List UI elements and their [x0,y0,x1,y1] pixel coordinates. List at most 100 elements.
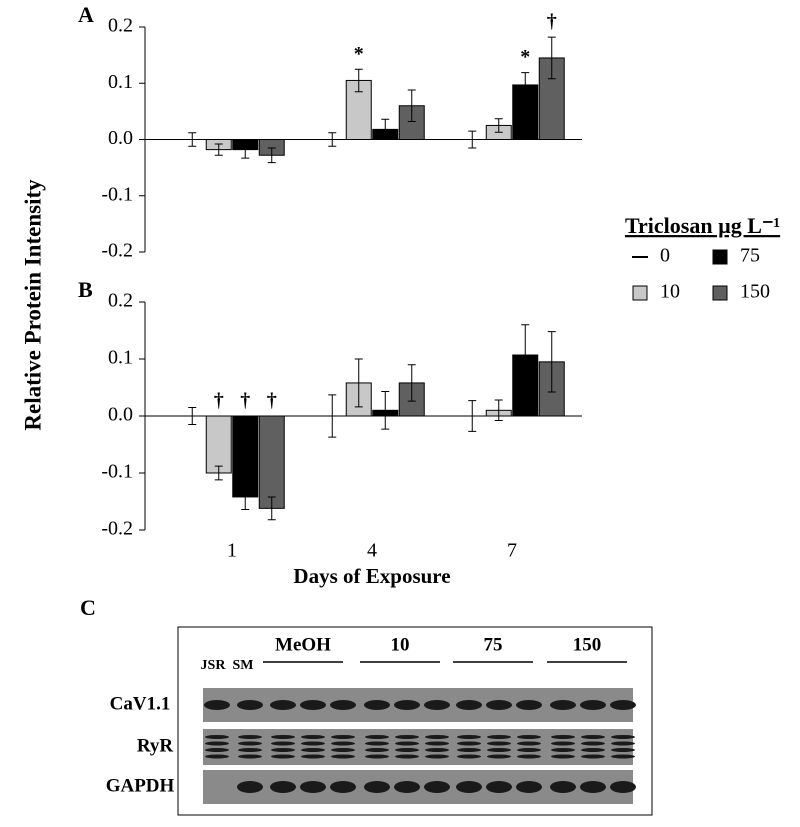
blot-band [331,754,355,759]
y-tick-label: -0.1 [101,461,133,483]
blot-band [457,735,481,739]
error-bar [188,132,197,147]
blot-band [301,754,325,759]
legend-label: 0 [660,245,670,267]
blot-band [551,741,575,746]
blot-band [425,735,449,739]
error-bar [521,324,530,386]
blot-band [365,741,389,746]
error-bar [267,496,276,521]
error-bar [214,143,223,156]
blot-band [610,781,636,793]
error-bar [468,130,477,149]
group-label: MeOH [275,634,331,655]
blot-band [205,741,229,746]
error-bar [354,68,363,93]
error-bar [494,118,503,133]
blot-band [581,754,605,759]
blot-band [330,781,356,793]
blot-band [271,754,295,759]
blot-band [424,781,450,793]
row-label: RyR [137,735,174,756]
error-bar [407,89,416,122]
blot-band [331,735,355,739]
error-bar [267,147,276,164]
significance-marker: * [354,43,364,65]
blot-band [487,741,511,746]
y-tick-label: 0.0 [108,127,133,149]
error-bar [328,132,337,147]
bar [205,415,232,474]
error-bar [214,465,223,481]
significance-marker: † [267,390,277,412]
blot-band [395,754,419,759]
error-bar [547,331,556,393]
blot-band [517,735,541,739]
blot-band [486,781,512,793]
legend-title: Triclosan µg L⁻¹ [625,213,780,238]
blot-band [425,748,449,752]
blot-band [424,700,450,710]
blot-band [551,754,575,759]
bar [232,415,259,498]
y-axis-title: Relative Protein Intensity [20,179,45,431]
blot-band [204,700,230,710]
legend-label: 10 [660,281,680,303]
error-bar [547,36,556,80]
blot-band [205,735,229,739]
error-bar [381,390,390,430]
blot-band [581,735,605,739]
blot-band [205,754,229,759]
x-axis-title: Days of Exposure [293,564,450,588]
blot-band [395,748,419,752]
blot-band [457,754,481,759]
x-tick-label: 7 [507,540,517,562]
y-tick-label: 0.1 [108,71,133,93]
significance-marker: † [240,390,250,412]
blot-band [550,700,576,710]
blot-band [425,741,449,746]
blot-band [581,748,605,752]
blot-strip [203,729,633,765]
blot-band [270,781,296,793]
blot-band [487,735,511,739]
blot-band [487,754,511,759]
legend-swatch [712,285,728,301]
blot-band [238,748,262,752]
blot-band [395,741,419,746]
legend-label: 75 [740,245,760,267]
y-tick-label: 0.1 [108,347,133,369]
y-tick-label: -0.1 [101,183,133,205]
blot-band [300,700,326,710]
blot-band [611,754,635,759]
blot-band [551,735,575,739]
significance-marker: † [214,390,224,412]
blot-band [457,741,481,746]
blot-band [580,700,606,710]
blot-band [271,735,295,739]
blot-band [237,781,263,793]
error-bar [241,483,250,510]
y-tick-label: 0.0 [108,404,133,426]
blot-band [364,781,390,793]
blot-band [270,700,296,710]
blot-band [330,700,356,710]
error-bar [328,394,337,438]
legend-label: 150 [740,281,770,303]
blot-band [456,700,482,710]
blot-band [205,748,229,752]
blot-band [301,741,325,746]
blot-band [331,741,355,746]
blot-band [395,735,419,739]
blot-band [580,781,606,793]
blot-band [517,754,541,759]
blot-band [365,748,389,752]
blot-band [238,754,262,759]
blot-band [487,748,511,752]
y-tick-label: -0.2 [101,240,133,262]
error-bar [494,399,503,422]
blot-band [331,748,355,752]
y-tick-label: -0.2 [101,518,133,540]
significance-marker: * [520,46,530,68]
